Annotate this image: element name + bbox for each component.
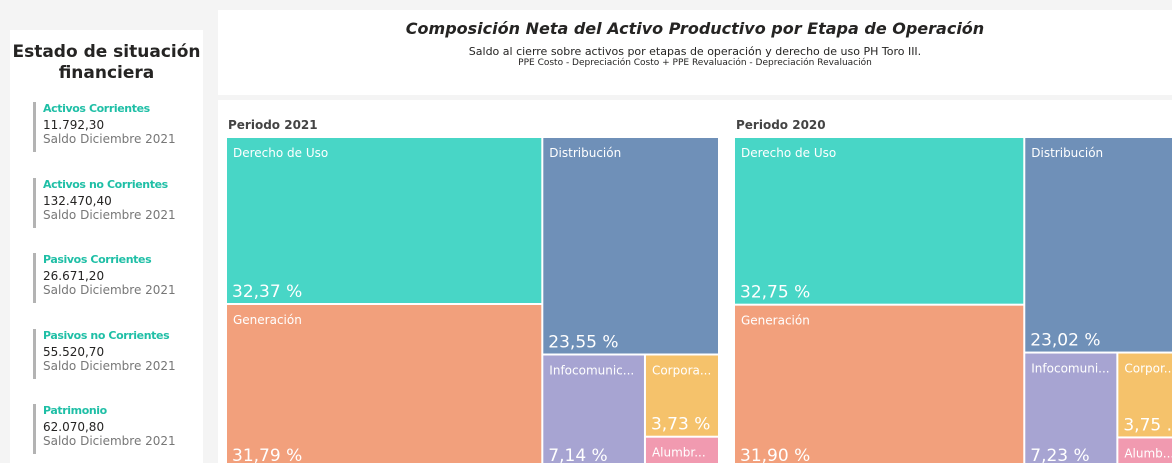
sidebar-title: Estado de situación financiera <box>12 42 201 83</box>
kpi-note: Saldo Diciembre 2021 <box>43 132 176 146</box>
header-title: Composición Neta del Activo Productivo p… <box>405 19 985 38</box>
kpi-note: Saldo Diciembre 2021 <box>43 283 176 297</box>
tile <box>1025 138 1172 352</box>
tile <box>735 138 1024 304</box>
kpi-note: Saldo Diciembre 2021 <box>43 207 176 222</box>
kpi-value: 26.671,20 <box>43 269 105 283</box>
tile-name: Corpor... <box>1124 362 1172 376</box>
tile-name: Alumb... <box>1124 446 1172 460</box>
tile-value: 7,14 % <box>548 446 607 463</box>
tile-value: 32,75 % <box>740 283 810 303</box>
kpi-label: Pasivos no Corrientes <box>43 328 170 342</box>
chart-title: Periodo 2021 <box>228 118 318 132</box>
kpi-value: 55.520,70 <box>43 344 105 359</box>
kpi-label: Pasivos Corrientes <box>43 253 152 266</box>
tile-name: Infocomunic... <box>549 363 634 377</box>
tile-value: 32,37 % <box>232 282 302 302</box>
tile <box>735 305 1024 463</box>
kpi-value: 11.792,30 <box>43 118 105 132</box>
tile-name: Distribución <box>549 146 621 160</box>
tile <box>227 304 542 463</box>
tile <box>1118 353 1172 437</box>
kpi-card: Patrimonio 62.070,80 Saldo Diciembre 2021 <box>33 404 208 454</box>
kpi-note: Saldo Diciembre 2021 <box>43 358 176 373</box>
kpi-label: Activos no Corrientes <box>43 177 168 191</box>
tile-value: 3,75 . <box>1123 415 1172 435</box>
tile <box>1025 353 1117 463</box>
chart-title: Periodo 2020 <box>736 118 826 132</box>
tile-name: Derecho de Uso <box>233 146 328 160</box>
treemaps: Periodo 2021 Derecho de Uso 32,37 % Generac… <box>218 100 1172 463</box>
tile-name: Derecho de Uso <box>741 146 836 160</box>
sidebar: Estado de situación financiera Activos C… <box>10 30 203 463</box>
tile-value: 3,73 % <box>651 415 710 435</box>
tile <box>543 355 644 463</box>
kpi-value: 62.070,80 <box>43 420 105 434</box>
tile-value: 23,55 % <box>548 332 618 352</box>
kpi-card: Pasivos no Corrientes 55.520,70 Saldo Dici… <box>33 328 208 379</box>
header-formula: PPE Costo - Depreciación Costo + PPE Rev… <box>518 58 872 68</box>
kpi-card: Activos Corrientes 11.792,30 Saldo Diciemb… <box>33 102 208 152</box>
tile <box>645 437 718 463</box>
kpi-value: 132.470,40 <box>43 193 112 208</box>
tile <box>1118 438 1172 463</box>
tile-value: 7,23 % <box>1030 446 1089 463</box>
kpi-note: Saldo Diciembre 2021 <box>43 434 176 448</box>
tile-name: Alumbr... <box>652 446 706 460</box>
header: Composición Neta del Activo Productivo p… <box>218 10 1172 95</box>
tile-value: 31,79 % <box>232 446 302 463</box>
kpi-card: Pasivos Corrientes 26.671,20 Saldo Diciemb… <box>33 253 208 303</box>
tile-value: 31,90 % <box>740 446 810 463</box>
tile <box>227 138 542 303</box>
tile-name: Distribución <box>1031 146 1103 160</box>
tile-name: Generación <box>741 314 810 328</box>
kpi-label: Activos Corrientes <box>43 102 150 115</box>
tile <box>645 355 718 436</box>
header-subtitle: Saldo al cierre sobre activos por etapas… <box>468 45 922 58</box>
kpi-label: Patrimonio <box>43 404 107 417</box>
tile-name: Corpora... <box>652 363 711 377</box>
tile-name: Generación <box>233 313 302 327</box>
tile <box>543 138 718 354</box>
tile-name: Infocomuni... <box>1031 362 1109 376</box>
kpi-card: Activos no Corrientes 132.470,40 Saldo Dic… <box>33 177 208 228</box>
tile-value: 23,02 % <box>1030 331 1100 351</box>
